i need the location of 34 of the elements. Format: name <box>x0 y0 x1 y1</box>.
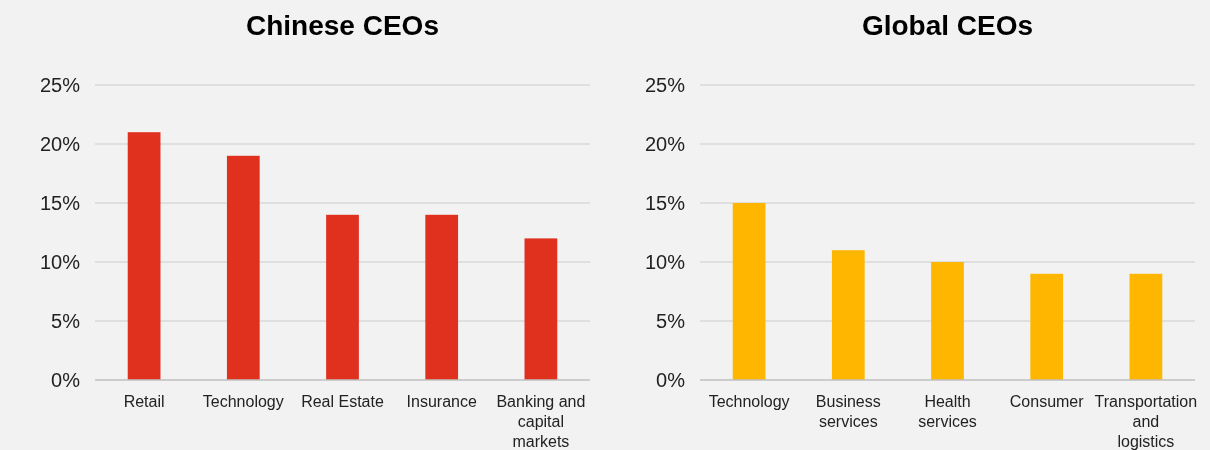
bar <box>226 155 260 380</box>
bar <box>931 262 964 380</box>
x-tick-label: Health services <box>918 393 977 430</box>
y-tick-label: 0% <box>656 369 686 391</box>
chart-title: Chinese CEOs <box>246 10 439 41</box>
y-tick-label: 5% <box>656 310 686 332</box>
bar <box>524 238 558 380</box>
x-tick-label: Transportation and logistics <box>1094 393 1198 450</box>
y-tick-label: 25% <box>644 74 686 96</box>
y-tick-label: 20% <box>644 133 686 155</box>
bar <box>1129 273 1163 380</box>
y-tick-label: 25% <box>39 74 81 96</box>
x-tick-label: Insurance <box>406 393 477 410</box>
y-tick-label: 10% <box>39 251 81 273</box>
bar <box>127 132 161 380</box>
y-tick-label: 0% <box>51 369 81 391</box>
x-tick-label: Retail <box>123 393 165 410</box>
x-tick-label: Technology <box>202 393 284 410</box>
x-tick-label: Consumer <box>1009 393 1085 410</box>
y-tick-label: 10% <box>644 251 686 273</box>
bar <box>425 214 459 380</box>
y-tick-label: 20% <box>39 133 81 155</box>
y-tick-label: 5% <box>51 310 81 332</box>
bar <box>326 214 359 380</box>
x-tick-label: Technology <box>708 393 790 410</box>
y-tick-label: 15% <box>39 192 81 214</box>
bar <box>732 203 766 380</box>
x-tick-label: Business services <box>815 393 881 430</box>
bar <box>831 250 865 380</box>
bar <box>1030 273 1064 380</box>
x-tick-label: Real Estate <box>301 393 384 410</box>
x-tick-label: Banking and capital markets <box>496 393 586 450</box>
y-tick-label: 15% <box>644 192 686 214</box>
chart-title: Global CEOs <box>861 10 1034 41</box>
